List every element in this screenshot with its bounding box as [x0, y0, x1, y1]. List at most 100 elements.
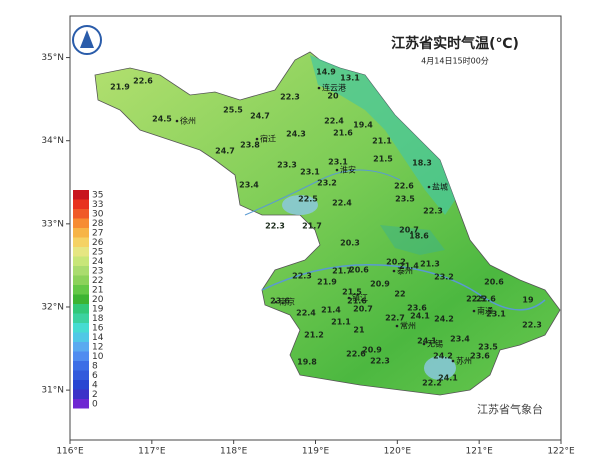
legend-swatch — [73, 275, 89, 285]
legend-swatch — [73, 209, 89, 219]
legend-label: 16 — [92, 323, 104, 333]
station-temperature: 22.6 — [133, 77, 153, 86]
station-temperature: 24.5 — [152, 115, 172, 124]
station-temperature: 22 — [394, 290, 405, 299]
legend-label: 26 — [92, 238, 104, 248]
legend-swatch — [73, 313, 89, 323]
station-temperature: 18.6 — [409, 232, 429, 241]
station-temperature: 19.8 — [297, 358, 317, 367]
city-dot — [255, 137, 259, 141]
legend-label: 27 — [92, 228, 103, 238]
legend-label: 24 — [92, 257, 104, 267]
station-temperature: 22.3 — [280, 93, 300, 102]
legend-label: 19 — [92, 304, 104, 314]
legend-swatch — [73, 304, 89, 314]
legend-label: 22 — [92, 276, 103, 286]
x-tick-label: 120°E — [384, 447, 412, 457]
station-temperature: 22.5 — [466, 295, 486, 304]
city-name: 南京 — [279, 297, 295, 307]
station-temperature: 21.2 — [304, 331, 324, 340]
station-temperature: 22.6 — [394, 182, 414, 191]
station-temperature: 23.4 — [239, 181, 259, 190]
station-temperature: 21.5 — [342, 288, 362, 297]
station-temperature: 23.1 — [486, 310, 506, 319]
legend-label: 2 — [92, 390, 98, 400]
lake — [424, 356, 456, 380]
city-dot — [395, 324, 399, 328]
station-temperature: 19.4 — [353, 121, 373, 130]
city-dot — [427, 185, 431, 189]
legend-swatch — [73, 370, 89, 380]
station-temperature: 24.1 — [438, 374, 458, 383]
x-tick-label: 121°E — [465, 447, 493, 457]
station-temperature: 20.9 — [362, 346, 382, 355]
city-name: 连云港 — [322, 83, 346, 93]
station-temperature: 13.1 — [340, 74, 360, 83]
logo — [80, 30, 94, 48]
city-name: 常州 — [400, 322, 416, 331]
station-temperature: 23.6 — [470, 352, 490, 361]
city-dot — [274, 300, 278, 304]
station-temperature: 22.3 — [265, 222, 285, 231]
station-temperature: 25.5 — [223, 106, 243, 115]
city-dot — [422, 342, 426, 346]
city-dot — [451, 359, 455, 363]
city-name: 徐州 — [180, 116, 196, 126]
legend-label: 8 — [92, 361, 98, 371]
city-name: 盐城 — [432, 182, 448, 192]
station-temperature: 21 — [353, 326, 365, 335]
y-tick-label: 33°N — [41, 219, 64, 229]
legend-swatch — [73, 190, 89, 200]
legend-swatch — [73, 237, 89, 247]
station-temperature: 21.6 — [333, 129, 353, 138]
station-temperature: 21.4 — [321, 306, 341, 315]
station-temperature: 21.9 — [317, 278, 337, 287]
station-temperature: 22.6 — [346, 350, 366, 359]
legend-swatch — [73, 294, 89, 304]
legend-swatch — [73, 399, 89, 409]
station-temperature: 20.2 — [386, 258, 406, 267]
y-tick-label: 32°N — [41, 302, 64, 312]
station-temperature: 23.6 — [270, 297, 290, 306]
station-temperature: 20.6 — [484, 278, 504, 287]
city-dot — [392, 269, 396, 273]
legend-swatch — [73, 285, 89, 295]
legend-swatch — [73, 323, 89, 333]
station-temperature: 18.3 — [412, 159, 432, 168]
y-tick-label: 35°N — [41, 53, 64, 63]
legend-swatch — [73, 256, 89, 266]
legend-swatch — [73, 351, 89, 361]
station-temperature: 24.1 — [410, 312, 430, 321]
station-temperature: 23.4 — [450, 335, 470, 344]
station-temperature: 23.1 — [328, 158, 348, 167]
station-temperature: 22.3 — [370, 357, 390, 366]
legend-label: 10 — [92, 352, 104, 362]
station-temperature: 20.7 — [399, 226, 419, 235]
city-name: 宿迁 — [260, 134, 276, 144]
city-name: 淮安 — [340, 165, 356, 175]
station-temperature: 23.1 — [300, 168, 320, 177]
city-name: 苏州 — [456, 356, 472, 366]
station-temperature: 21.3 — [420, 260, 440, 269]
station-temperature: 19 — [522, 296, 534, 305]
station-temperature: 22.4 — [324, 117, 344, 126]
legend-label: 33 — [92, 200, 103, 210]
y-tick-label: 31°N — [41, 386, 64, 396]
legend-label: 12 — [92, 342, 103, 352]
subtitle: 4月14日15时00分 — [421, 56, 489, 66]
station-temperature: 22.3 — [522, 321, 542, 330]
legend-label: 18 — [92, 314, 104, 324]
credit: 江苏省气象台 — [477, 402, 543, 416]
station-temperature: 22.2 — [422, 379, 442, 388]
legend-swatch — [73, 361, 89, 371]
station-temperature: 22.6 — [476, 295, 496, 304]
legend-label: 0 — [92, 399, 98, 409]
legend-label: 14 — [92, 333, 104, 343]
legend-label: 28 — [92, 219, 104, 229]
station-temperature: 23.5 — [395, 195, 415, 204]
station-temperature: 22.5 — [298, 195, 318, 204]
legend-label: 6 — [92, 371, 98, 381]
station-temperature: 21.1 — [372, 137, 392, 146]
station-temperature: 23.2 — [434, 273, 454, 282]
